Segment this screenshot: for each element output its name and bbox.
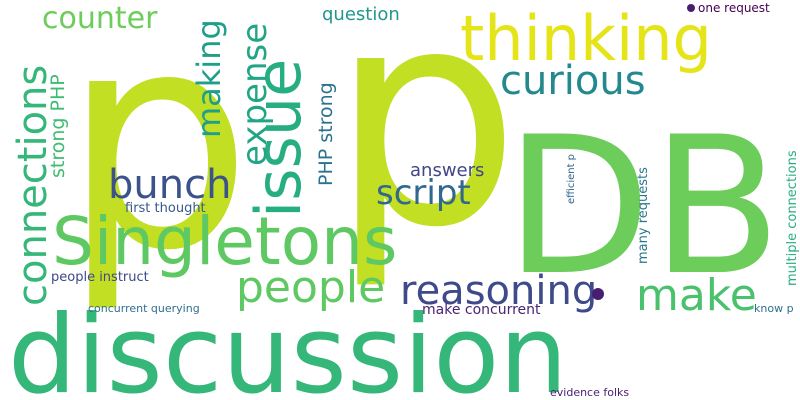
word-multiple-connections: multiple connections	[785, 150, 800, 286]
word-making: making	[190, 19, 228, 138]
word-counter: counter	[42, 1, 158, 36]
word-discussion: discussion	[8, 293, 568, 400]
word-concurrent-querying: concurrent querying	[88, 302, 200, 315]
word-strong-php-left: strong PHP	[47, 74, 69, 178]
word-first-thought: first thought	[125, 201, 206, 216]
word-dot-top	[687, 4, 695, 12]
word-bunch: bunch	[108, 162, 231, 208]
word-singletons: Singletons	[52, 203, 397, 280]
word-php-strong: PHP strong	[315, 82, 337, 186]
word-many-requests: many requests	[636, 167, 651, 264]
word-curious: curious	[500, 58, 646, 104]
word-evidence-folks: evidence folks	[550, 386, 629, 399]
word-efficient-p: efficient p	[566, 154, 577, 204]
word-script: script	[376, 173, 471, 213]
word-reasoning: reasoning	[400, 268, 597, 314]
word-know-p: know p	[754, 302, 794, 315]
word-people-instruct: people instruct	[51, 270, 149, 285]
word-make-concurrent: make concurrent	[422, 302, 541, 318]
word-expense: expense	[235, 23, 275, 166]
word-p-right: p	[330, 0, 520, 293]
word-people: people	[236, 262, 385, 313]
word-question: question	[322, 4, 400, 25]
word-one-request: one request	[698, 1, 770, 15]
word-answers: answers	[410, 160, 484, 181]
word-db: DB	[505, 96, 782, 317]
word-p-left: p	[62, 0, 252, 316]
word-connections: connections	[10, 65, 56, 306]
word-thinking: thinking	[460, 2, 712, 75]
word-make: make	[636, 270, 757, 321]
word-issue: issue	[242, 59, 315, 218]
word-dot-mid	[592, 288, 604, 300]
